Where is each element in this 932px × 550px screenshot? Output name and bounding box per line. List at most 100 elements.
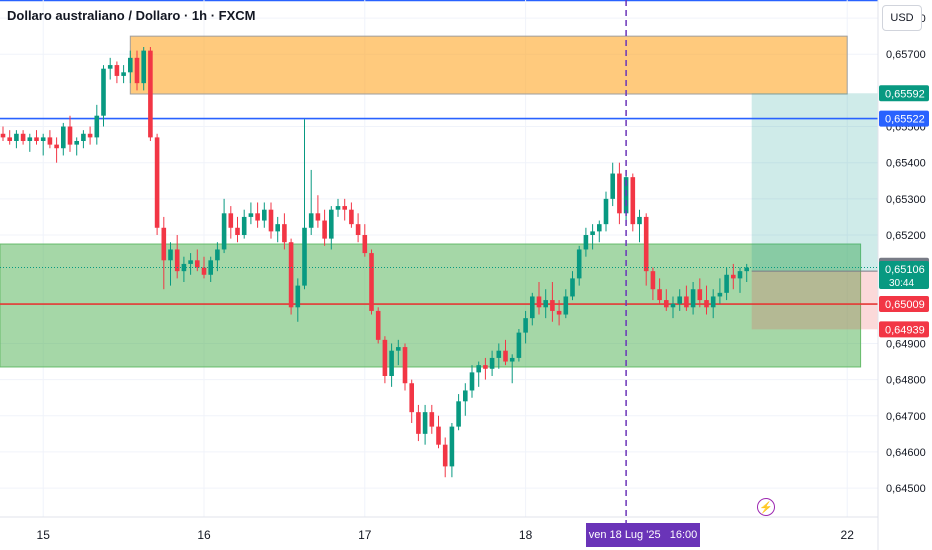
candle-body <box>369 253 374 311</box>
candle <box>128 50 133 84</box>
candle-body <box>402 347 408 384</box>
candle <box>389 343 394 387</box>
candle <box>556 300 562 326</box>
candle <box>690 282 696 315</box>
candle-body <box>704 300 709 308</box>
candle-body <box>349 209 354 225</box>
lightning-bolt-icon[interactable]: ⚡ <box>757 498 775 516</box>
candle-body <box>362 235 368 254</box>
candle-body <box>128 57 133 73</box>
x-tick-label: 17 <box>358 528 372 542</box>
candle <box>429 404 435 434</box>
candle-body <box>576 249 582 279</box>
candle-body <box>737 271 743 279</box>
candle <box>47 130 53 149</box>
candle-body <box>744 267 749 272</box>
candle-body <box>255 213 260 221</box>
candle-body <box>47 137 53 145</box>
candle <box>188 253 193 275</box>
chart-title: Dollaro australiano / Dollaro · 1h · FXC… <box>7 8 256 23</box>
candle-body <box>322 220 327 239</box>
candle <box>516 329 522 362</box>
candle <box>704 285 709 315</box>
candle-body <box>429 412 435 427</box>
y-tick-label: 0,64700 <box>886 411 926 423</box>
x-tick-label: 18 <box>519 528 533 542</box>
candle-body <box>94 115 100 138</box>
y-tick-label: 0,64600 <box>886 447 926 459</box>
candle-body <box>107 65 113 69</box>
position-stop-zone <box>751 271 878 330</box>
candle <box>134 50 140 91</box>
candle <box>349 202 354 228</box>
candle <box>530 292 535 326</box>
candle <box>436 415 441 449</box>
candle-body <box>215 249 220 261</box>
position-target-zone <box>751 93 878 272</box>
candle-body <box>570 278 575 297</box>
candle-body <box>422 412 428 434</box>
candle <box>0 126 6 141</box>
candle-body <box>724 274 729 293</box>
candle-body <box>20 133 26 141</box>
candle <box>422 404 428 445</box>
candle-body <box>697 289 703 301</box>
candle-body <box>228 213 234 228</box>
candle <box>463 383 468 416</box>
candle-body <box>7 137 12 141</box>
candle-body <box>731 274 736 279</box>
price-label-text: 0,64939 <box>885 324 925 336</box>
candle-body <box>148 50 153 138</box>
candle-body <box>114 65 120 76</box>
candle-body <box>275 224 280 232</box>
candle <box>550 282 555 322</box>
price-label <box>879 296 929 313</box>
candle <box>583 227 589 257</box>
candle-body <box>221 213 227 250</box>
currency-button[interactable]: USD <box>882 5 922 31</box>
candle <box>369 249 374 315</box>
candle-body <box>556 310 562 315</box>
candle-body <box>550 300 555 311</box>
candle-body <box>670 303 676 308</box>
candle <box>650 267 656 301</box>
candle-body <box>382 339 388 376</box>
candle <box>476 361 481 387</box>
candle-body <box>54 144 59 149</box>
candle-body <box>121 72 126 76</box>
candle <box>221 198 227 254</box>
candle-body <box>195 260 200 268</box>
candle <box>295 278 301 322</box>
candle <box>503 339 508 366</box>
candle <box>255 202 260 228</box>
candle-body <box>87 133 93 138</box>
candle-body <box>295 285 301 308</box>
candle <box>630 173 636 232</box>
candle <box>94 104 100 145</box>
candle <box>469 365 475 398</box>
candle-body <box>536 296 542 308</box>
candle-body <box>141 50 146 84</box>
candle <box>355 213 361 243</box>
candle-body <box>590 231 595 235</box>
candle-body <box>603 198 609 225</box>
y-tick-label: 0,65700 <box>886 49 926 61</box>
candle <box>27 133 33 152</box>
y-tick-label: 0,65400 <box>886 158 926 170</box>
countdown-label: 30:44 <box>889 278 914 289</box>
candle <box>54 137 59 163</box>
candle <box>737 267 743 293</box>
candle <box>40 133 46 156</box>
candle <box>543 289 548 319</box>
candle <box>637 209 642 243</box>
candle-body <box>0 133 6 138</box>
candle <box>161 216 167 290</box>
candle <box>677 289 682 311</box>
x-tick-label: 16 <box>197 528 211 542</box>
candle <box>288 238 294 315</box>
candle-body <box>416 412 421 434</box>
candle-body <box>563 296 569 315</box>
candle <box>523 310 528 344</box>
candle <box>409 379 414 423</box>
